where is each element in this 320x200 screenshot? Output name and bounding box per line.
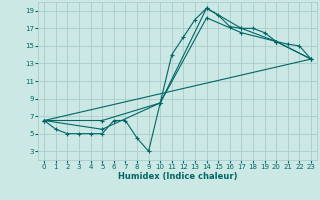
X-axis label: Humidex (Indice chaleur): Humidex (Indice chaleur) <box>118 172 237 181</box>
